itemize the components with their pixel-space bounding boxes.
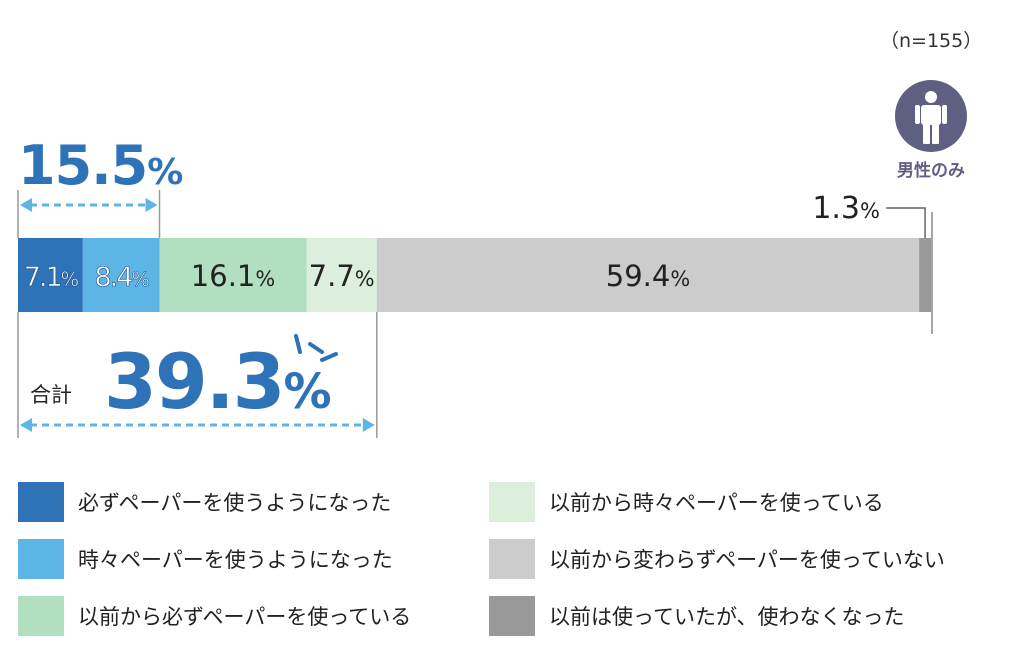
legend-swatch [489,596,535,636]
emphasis-mark-2 [308,342,324,354]
segment-label-4: 7.7% [309,259,375,293]
bar-segment-2 [82,238,160,312]
segment-label-6: 1.3% [812,191,880,226]
callout-line [886,207,926,238]
segment-label-2: 8.4% [94,262,149,293]
bar-segment-6 [919,238,931,312]
total-prefix-label: 合計 [30,383,72,407]
legend-swatch [489,482,535,522]
bar-segment-1 [18,238,83,312]
legend: 必ずペーパーを使うようになった 時々ペーパーを使うようになった 以前から必ずペーパー… [18,482,1018,642]
segment-label-3: 16.1% [191,259,275,293]
gender-badge: 男性のみ [895,80,967,181]
legend-item-3: 以前から必ずペーパーを使っている [18,596,411,636]
bar-segment-3 [159,238,307,312]
top-bracket-right-arrow [145,198,158,212]
top-bracket-value: 15.5% [18,134,182,197]
legend-swatch [18,596,64,636]
top-bracket-left-arrow [20,198,32,212]
legend-swatch [18,482,64,522]
legend-label: 以前は使っていたが、使わなくなった [549,605,905,629]
legend-label: 以前から時々ペーパーを使っている [549,491,884,515]
legend-label: 以前から必ずペーパーを使っている [78,605,412,629]
bar-segment-4 [306,238,377,312]
segment-label-1: 7.1% [24,262,79,293]
male-person-icon [895,80,967,152]
emphasis-mark-1 [294,334,302,354]
sample-size-label: （n=155） [880,30,983,52]
legend-label: 時々ペーパーを使うようになった [78,548,393,572]
legend-swatch [18,539,64,579]
bar-segment-5 [376,238,920,312]
legend-label: 以前から変わらずペーパーを使っていない [549,548,945,572]
legend-item-5: 以前から変わらずペーパーを使っていない [489,539,945,579]
bottom-bracket-left-arrow [20,418,32,432]
legend-item-6: 以前は使っていたが、使わなくなった [489,596,905,636]
segment-label-5: 59.4% [606,259,690,293]
total-value: 39.3% [104,337,331,426]
legend-label: 必ずペーパーを使うようになった [78,491,392,515]
bottom-bracket-right-arrow [362,418,375,432]
legend-item-1: 必ずペーパーを使うようになった [18,482,391,522]
legend-item-4: 以前から時々ペーパーを使っている [489,482,884,522]
badge-label: 男性のみ [897,161,965,181]
emphasis-mark-3 [320,352,338,362]
stacked-bar-chart: 7.1% 8.4% 16.1% 7.7% 59.4% 1.3% 15.5% 合計 39.3% [17,134,933,438]
legend-swatch [489,539,535,579]
legend-item-2: 時々ペーパーを使うようになった [18,539,393,579]
